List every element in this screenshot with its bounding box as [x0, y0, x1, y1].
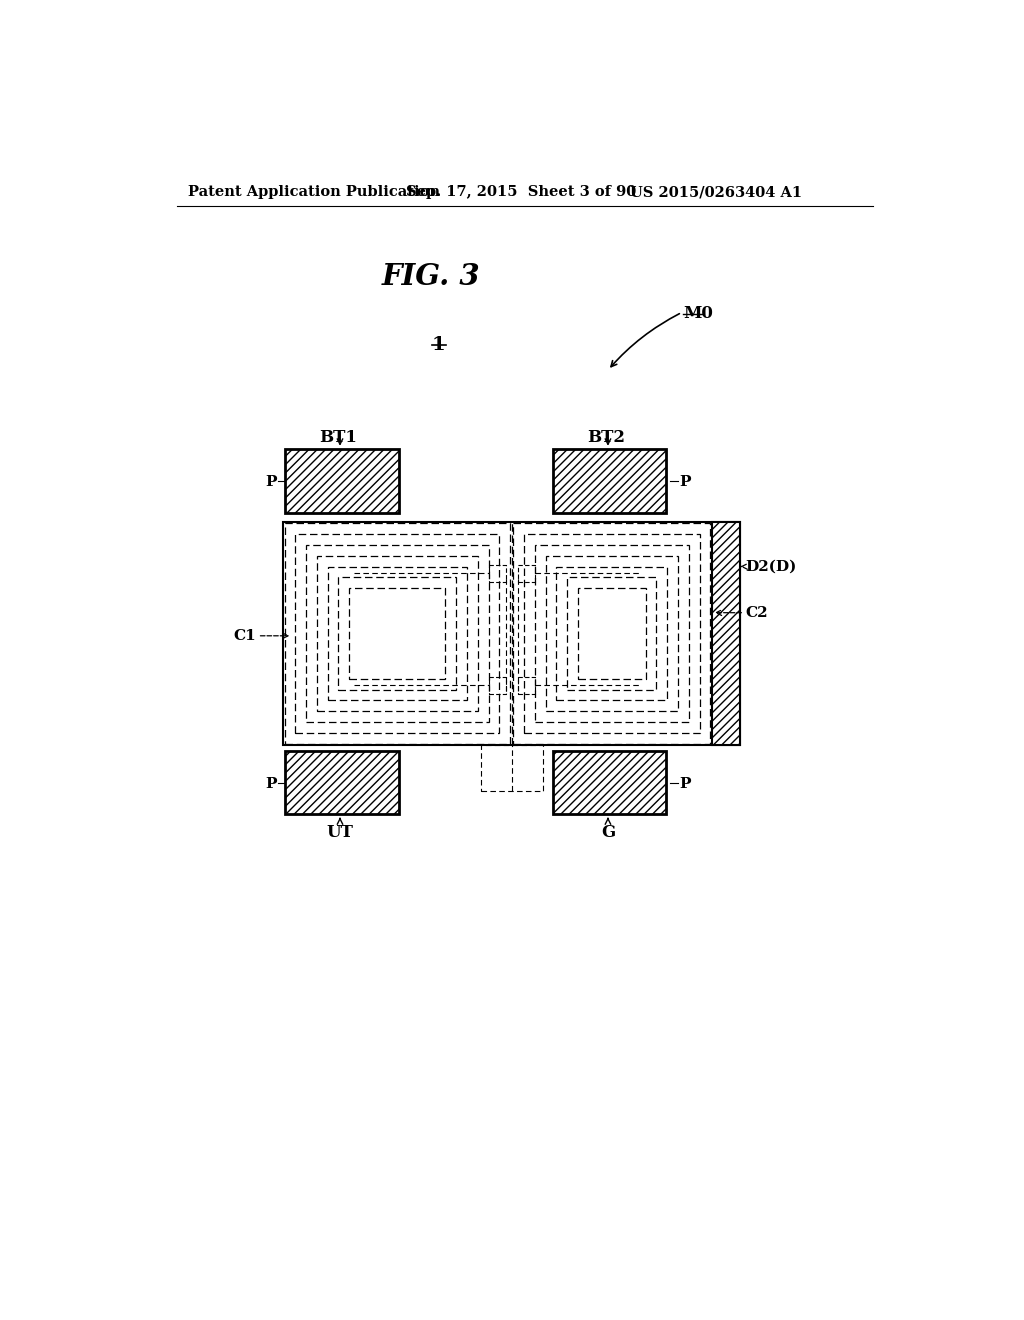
- Bar: [285, 450, 398, 512]
- Bar: [518, 565, 535, 582]
- Text: Sep. 17, 2015  Sheet 3 of 90: Sep. 17, 2015 Sheet 3 of 90: [407, 185, 637, 199]
- Text: C2: C2: [745, 606, 768, 619]
- Text: P: P: [265, 475, 276, 488]
- Bar: [349, 589, 445, 678]
- Bar: [535, 545, 689, 722]
- Bar: [518, 677, 535, 693]
- Bar: [553, 450, 667, 512]
- Text: M0: M0: [683, 305, 714, 322]
- Bar: [285, 524, 510, 743]
- Text: 1: 1: [432, 335, 445, 354]
- Text: BT2: BT2: [588, 429, 626, 446]
- Bar: [285, 751, 398, 814]
- Bar: [488, 565, 506, 582]
- Bar: [316, 556, 478, 711]
- Bar: [513, 524, 711, 743]
- Text: US 2015/0263404 A1: US 2015/0263404 A1: [630, 185, 802, 199]
- Text: D2(D): D2(D): [745, 560, 797, 573]
- Bar: [306, 545, 488, 722]
- Bar: [712, 521, 740, 744]
- Bar: [553, 751, 667, 814]
- Text: P: P: [265, 776, 276, 791]
- Text: P: P: [679, 475, 690, 488]
- Bar: [481, 744, 543, 792]
- Text: P: P: [679, 776, 690, 791]
- Bar: [488, 677, 506, 693]
- Bar: [339, 577, 457, 689]
- Bar: [567, 577, 656, 689]
- Text: UT: UT: [327, 825, 353, 841]
- Text: C1: C1: [233, 628, 256, 643]
- Bar: [556, 566, 668, 701]
- Bar: [524, 535, 699, 733]
- Bar: [578, 589, 646, 678]
- Bar: [546, 556, 678, 711]
- Bar: [328, 566, 467, 701]
- Text: FIG. 3: FIG. 3: [382, 263, 480, 292]
- Bar: [283, 521, 740, 744]
- Bar: [295, 535, 500, 733]
- Text: BT1: BT1: [319, 429, 357, 446]
- Text: Patent Application Publication: Patent Application Publication: [188, 185, 440, 199]
- Text: G: G: [601, 825, 615, 841]
